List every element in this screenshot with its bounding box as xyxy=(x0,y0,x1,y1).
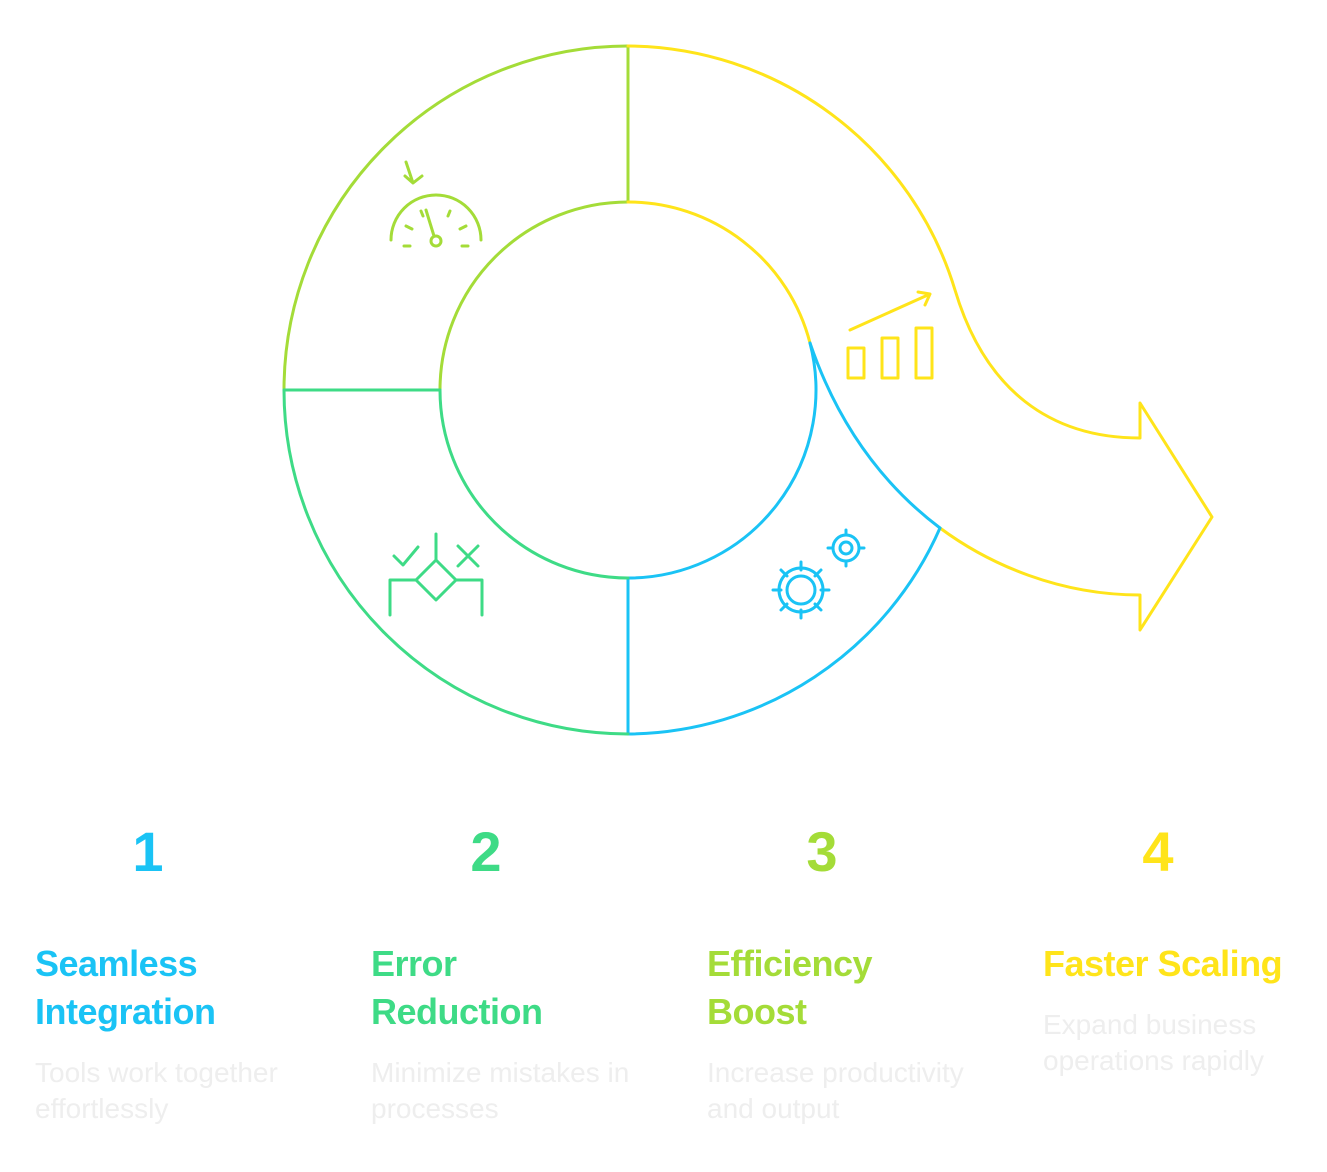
step-3-number: 3 xyxy=(806,820,838,883)
segment-scaling-arrow xyxy=(626,44,1214,632)
step-2-number: 2 xyxy=(470,820,502,883)
step-3-title-line1: Efficiency xyxy=(707,943,873,984)
segment-error-reduction xyxy=(282,388,630,736)
step-2-title-line1: Error xyxy=(371,943,457,984)
step-4-description: Expand business operations rapidly xyxy=(1043,1009,1265,1076)
cycle-arrow-diagram xyxy=(282,44,1214,736)
gears-icon xyxy=(771,528,866,620)
segment-efficiency xyxy=(282,44,630,392)
step-2-description: Minimize mistakes in processes xyxy=(371,1057,630,1124)
segment-integration xyxy=(626,341,942,736)
step-1-title: Seamless Integration xyxy=(35,940,325,1036)
speedometer-icon xyxy=(389,160,483,248)
step-4-title-line1: Faster Scaling xyxy=(1043,943,1283,984)
growth-chart-icon xyxy=(846,290,934,380)
step-4-number: 4 xyxy=(1142,820,1174,883)
step-1-title-line2: Integration xyxy=(35,991,216,1032)
step-3-title-line2: Boost xyxy=(707,991,807,1032)
step-3-description: Increase productivity and output xyxy=(707,1057,964,1124)
step-1-number: 1 xyxy=(132,820,164,883)
step-2-title-line2: Reduction xyxy=(371,991,543,1032)
step-1-description: Tools work together effortlessly xyxy=(35,1057,278,1124)
step-3-title: Efficiency Boost xyxy=(707,940,997,1036)
decision-check-x-icon xyxy=(388,532,484,617)
step-2-title: Error Reduction xyxy=(371,940,661,1036)
step-1-title-line1: Seamless xyxy=(35,943,198,984)
step-4-title: Faster Scaling xyxy=(1043,940,1327,988)
